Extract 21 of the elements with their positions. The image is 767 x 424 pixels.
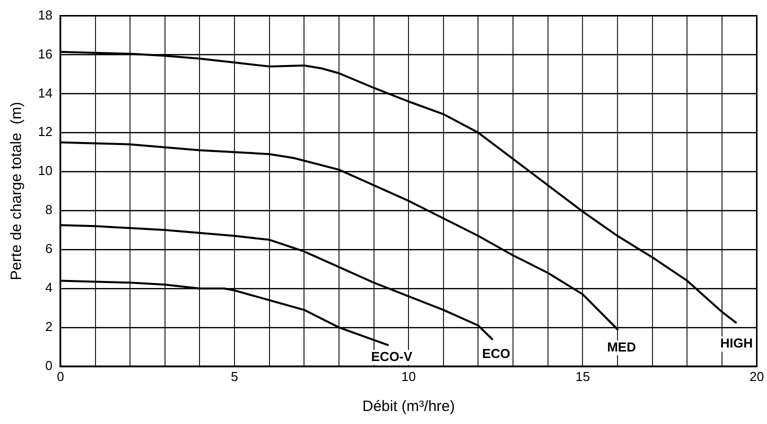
y-tick-label: 18	[38, 7, 52, 22]
series-label: MED	[607, 339, 636, 354]
y-tick-label: 10	[38, 163, 52, 178]
y-tick-label: 2	[45, 319, 52, 334]
series-label: HIGH	[720, 336, 753, 351]
x-tick-label: 20	[750, 368, 764, 384]
y-tick-label: 14	[38, 85, 52, 100]
x-axis-title: Débit (m³/hre)	[362, 398, 455, 416]
y-axis-title: Perte de charge totale (m)	[8, 102, 26, 280]
y-tick-label: 8	[45, 202, 52, 218]
series-label: ECO-V	[371, 349, 413, 364]
x-tick-label: 0	[56, 368, 64, 384]
y-tick-label: 16	[38, 46, 52, 62]
y-tick-label: 4	[45, 280, 52, 296]
x-tick-label: 15	[575, 368, 590, 384]
y-tick-label: 0	[45, 358, 52, 373]
x-tick-label: 10	[401, 368, 416, 384]
y-tick-label: 12	[38, 124, 52, 140]
y-tick-label: 6	[45, 241, 52, 256]
x-tick-label: 5	[230, 368, 238, 384]
series-label: ECO	[482, 346, 510, 362]
